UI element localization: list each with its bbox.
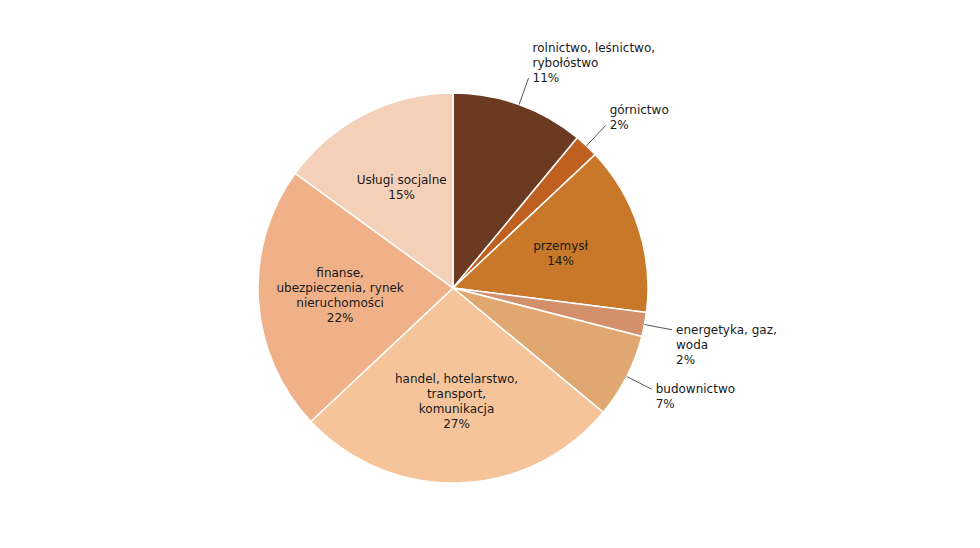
svg-text:przemysł14%: przemysł14%	[533, 239, 588, 268]
svg-text:Usługi socjalne15%: Usługi socjalne15%	[357, 173, 447, 202]
svg-text:energetyka, gaz,woda2%: energetyka, gaz,woda2%	[676, 323, 777, 367]
svg-text:rolnictwo, leśnictwo,rybołóstw: rolnictwo, leśnictwo,rybołóstwo11%	[533, 41, 656, 85]
svg-text:finanse,ubezpieczenia, rynekni: finanse,ubezpieczenia, ryneknieruchomośc…	[276, 266, 403, 325]
svg-text:handel, hotelarstwo,transport,: handel, hotelarstwo,transport,komunikacj…	[395, 372, 518, 431]
svg-text:górnictwo2%: górnictwo2%	[610, 103, 669, 132]
svg-text:budownictwo7%: budownictwo7%	[656, 382, 735, 411]
